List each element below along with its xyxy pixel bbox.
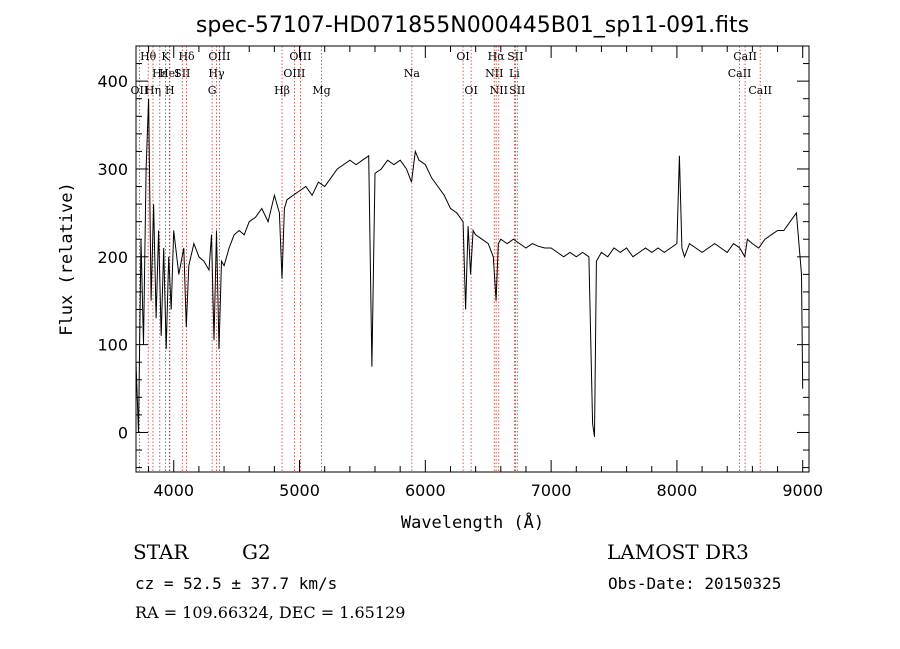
x-axis-label: Wavelength (Å) [401,511,544,533]
spectral-line-label: Mg [312,84,330,97]
y-axis-label: Flux (relative) [57,182,77,336]
spectral-line-label: Hδ [178,50,195,63]
spectral-line-label: CaII [748,84,772,97]
x-tick-label: 6000 [405,481,446,500]
coordinates-label: RA = 109.66324, DEC = 1.65129 [135,603,406,622]
spectral-line-label: NII [490,84,508,97]
spectral-line-label: Hγ [208,67,225,80]
spectral-line-label: OIII [289,50,311,63]
spectral-line-label: Hη [145,84,161,97]
x-tick-label: 7000 [531,481,572,500]
spectral-line-label: SII [174,67,190,80]
spectral-line-label: K [161,50,170,63]
x-tick-label: 8000 [657,481,698,500]
x-tick-label: 5000 [279,481,320,500]
object-class: STAR [133,540,189,564]
object-subclass: G2 [242,540,271,564]
spectral-line-label: CaII [728,67,752,80]
spectral-line-label: SII [509,84,525,97]
spectral-line-label: G [208,84,217,97]
spectrum-series-line [135,98,804,437]
plot-frame [135,45,810,473]
obs-date-label: Obs-Date: 20150325 [608,574,782,593]
spectral-line-label: Hα [488,50,506,63]
y-tick-label: 100 [97,336,128,355]
spectral-line-label: Na [404,67,421,80]
spectral-line-label: NII [485,67,503,80]
redshift-label: cz = 52.5 ± 37.7 km/s [135,574,338,593]
spectral-line-label: OI [464,84,477,97]
spectral-line-label: OIII [283,67,305,80]
spectral-line-label: Li [509,67,520,80]
spectral-line-label: OI [456,50,469,63]
spectral-line-label: OIII [208,50,230,63]
spectral-line-label: CaII [733,50,757,63]
y-tick-label: 200 [97,248,128,267]
spectral-line-label: Hθ [140,50,157,63]
spectral-line-label: SII [507,50,523,63]
spectral-line-label: HeI [159,67,179,80]
spectral-line-label: Hε [152,67,168,80]
x-tick-label: 9000 [782,481,823,500]
spectral-line-label: Hβ [274,84,290,97]
y-tick-label: 400 [97,72,128,91]
survey-label: LAMOST DR3 [607,540,749,564]
chart-title: spec-57107-HD071855N000445B01_sp11-091.f… [196,13,749,38]
x-tick-label: 4000 [153,481,194,500]
spectral-line-label: OII [131,84,149,97]
y-tick-label: 300 [97,160,128,179]
spectral-line-label: H [165,84,175,97]
y-tick-label: 0 [118,423,128,442]
